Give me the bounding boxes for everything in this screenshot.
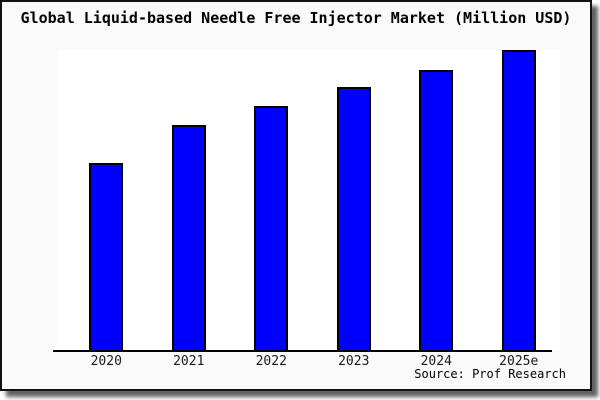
bar-slot-2022 <box>230 50 313 350</box>
x-tick-label-2022: 2022 <box>255 354 287 369</box>
chart-window: Global Liquid-based Needle Free Injector… <box>0 0 592 391</box>
bar-2025e <box>501 50 536 350</box>
x-axis-labels: 2020 2021 2022 2023 2024 2025e <box>57 354 560 369</box>
bar-2021 <box>171 125 206 350</box>
bar-slot-2021 <box>148 50 231 350</box>
bar-2024 <box>419 70 454 350</box>
x-tick-label-2025e: 2025e <box>499 354 539 369</box>
x-tick-label-2024: 2024 <box>420 354 452 369</box>
plot-area <box>57 50 560 350</box>
x-axis-line <box>53 350 552 352</box>
bar-slot-2024 <box>395 50 478 350</box>
x-tick-label-2021: 2021 <box>173 354 205 369</box>
bar-2023 <box>336 87 371 350</box>
x-tick-label-2023: 2023 <box>338 354 370 369</box>
bar-slot-2020 <box>65 50 148 350</box>
bar-slot-2023 <box>313 50 396 350</box>
bar-slot-2025e <box>478 50 561 350</box>
source-caption: Source: Prof Research <box>414 367 566 381</box>
x-tick-label-2020: 2020 <box>90 354 122 369</box>
bar-2020 <box>89 162 124 350</box>
chart-title: Global Liquid-based Needle Free Injector… <box>20 9 572 27</box>
bar-2022 <box>254 106 289 350</box>
